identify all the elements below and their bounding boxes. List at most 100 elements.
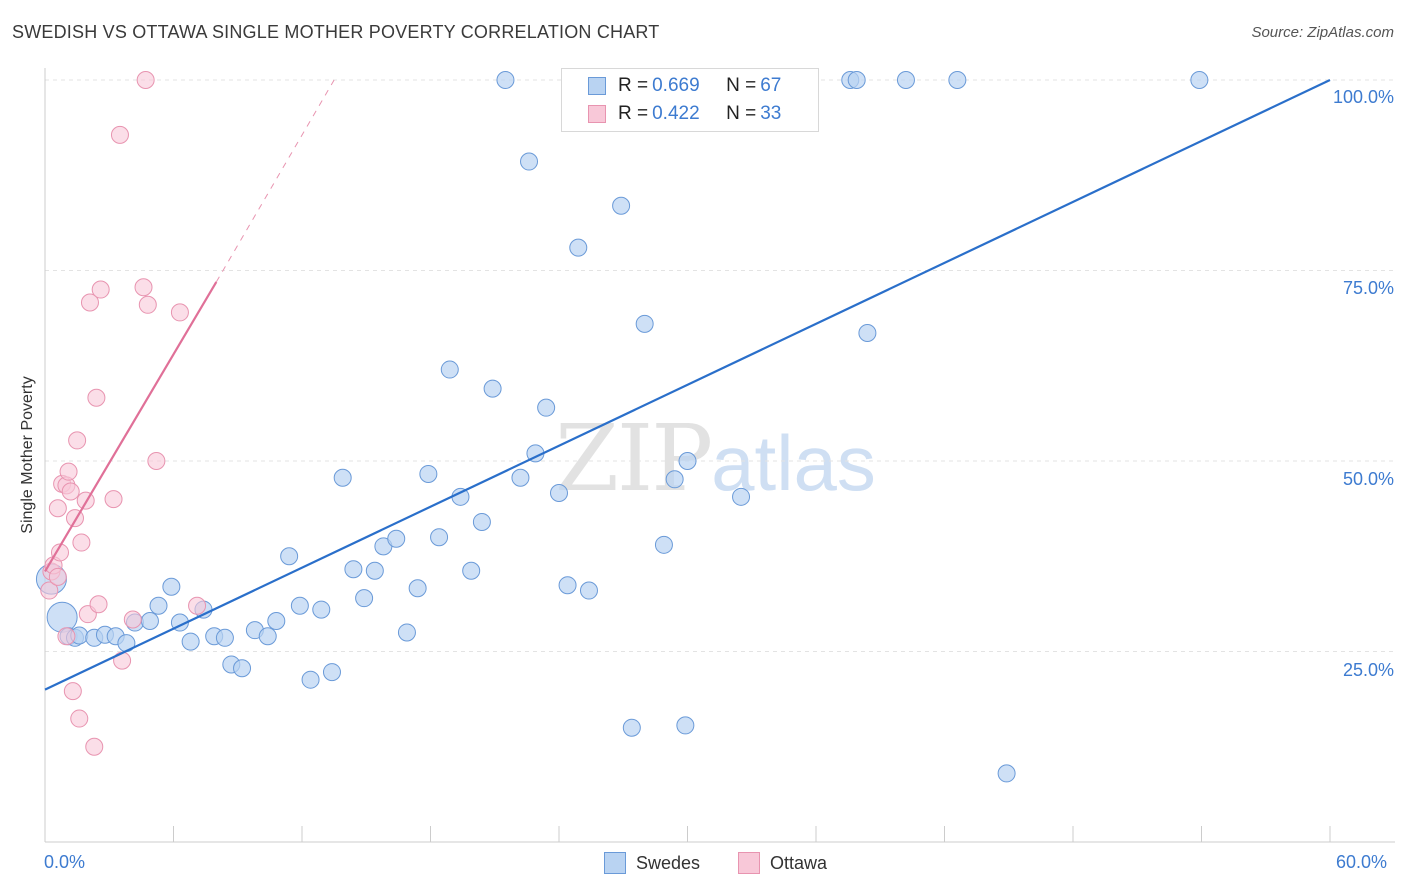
ottawa-point: [110, 125, 129, 144]
ottawa-point: [48, 567, 67, 586]
ottawa-r-label: R =: [618, 103, 649, 124]
swedes-point: [622, 718, 641, 737]
swedes-point: [550, 484, 568, 503]
legend-swedes-label: Swedes: [636, 852, 701, 873]
ottawa-point: [85, 737, 104, 756]
swedes-point: [387, 529, 406, 548]
legend-swedes-swatch: [604, 852, 626, 874]
swedes-point: [140, 612, 159, 631]
legend-row-ottawa: R = 0.422 N = 33: [588, 101, 781, 127]
swedes-point: [333, 468, 352, 487]
ottawa-r-value: 0.422: [652, 103, 700, 124]
swedes-point: [258, 627, 277, 646]
legend-ottawa-label: Ottawa: [770, 852, 828, 873]
swedes-point: [612, 196, 631, 215]
ottawa-trendline: [44, 281, 218, 573]
swedes-point: [732, 487, 751, 506]
ottawa-point: [136, 71, 155, 89]
swedes-point: [997, 764, 1016, 783]
ottawa-point: [134, 278, 153, 297]
ottawa-point: [50, 543, 69, 562]
swedes-point: [496, 71, 515, 89]
swedes-point: [511, 468, 530, 487]
ottawa-point: [138, 295, 157, 314]
swedes-n-value: 67: [760, 75, 782, 96]
chart-title: SWEDISH VS OTTAWA SINGLE MOTHER POVERTY …: [12, 22, 660, 42]
swedes-n-label: N =: [726, 75, 757, 96]
swedes-point: [665, 470, 684, 489]
swedes-point: [676, 716, 695, 735]
swedes-point: [440, 360, 459, 379]
swedes-point: [162, 577, 181, 596]
swedes-point: [635, 314, 654, 333]
ottawa-point: [61, 482, 80, 501]
swedes-point: [233, 659, 252, 678]
swedes-point: [312, 600, 331, 619]
swedes-point: [678, 452, 697, 470]
y-tick-100: 100.0%: [1332, 87, 1394, 107]
swedes-point: [430, 528, 449, 547]
swedes-point: [344, 560, 363, 579]
ottawa-point: [59, 462, 78, 481]
legend-item-ottawa[interactable]: Ottawa: [738, 852, 827, 874]
y-tick-75: 75.0%: [1342, 278, 1394, 298]
swedes-point: [408, 579, 427, 598]
ottawa-point: [70, 709, 89, 728]
swedes-point: [355, 589, 374, 608]
swedes-point: [149, 596, 168, 615]
swedes-point: [654, 535, 673, 554]
ottawa-point: [68, 431, 87, 450]
swedes-point: [847, 71, 866, 89]
swedes-point: [569, 238, 588, 257]
swedes-point: [558, 576, 577, 595]
y-axis-label: Single Mother Poverty: [19, 376, 36, 534]
correlation-legend: R = 0.669 N = 67 R = 0.422 N = 33: [561, 68, 819, 132]
legend-ottawa-swatch: [738, 852, 760, 874]
swedes-point: [290, 596, 309, 615]
swedes-point: [397, 623, 416, 642]
ottawa-point: [91, 280, 110, 299]
swedes-point: [322, 663, 341, 682]
ottawa-point: [170, 303, 189, 322]
ottawa-point: [40, 581, 59, 600]
x-tick-max: 60.0%: [1336, 852, 1388, 872]
ottawa-point: [48, 499, 67, 518]
y-tick-25: 25.0%: [1342, 660, 1394, 680]
swedes-point: [215, 628, 234, 647]
ottawa-point: [57, 627, 76, 646]
ottawa-point: [63, 682, 82, 701]
swedes-point: [267, 612, 286, 631]
swedes-r-label: R =: [618, 75, 649, 96]
ottawa-point: [80, 293, 99, 312]
x-tick-min: 0.0%: [44, 852, 86, 872]
swedes-trendline: [44, 79, 1331, 691]
ottawa-point: [147, 452, 166, 470]
ottawa-point: [188, 596, 207, 615]
swedes-r-value: 0.669: [652, 75, 700, 96]
swedes-point: [280, 547, 299, 566]
swedes-point: [948, 71, 967, 89]
swedes-point: [579, 581, 598, 600]
ottawa-n-value: 33: [760, 103, 782, 124]
swedes-point: [301, 670, 320, 689]
ottawa-trendline-extension: [215, 79, 335, 283]
swedes-point: [520, 152, 539, 171]
legend-item-swedes[interactable]: Swedes: [604, 852, 700, 874]
ottawa-point: [104, 490, 123, 509]
ottawa-point: [123, 610, 142, 629]
ottawa-point: [89, 595, 108, 614]
swedes-point: [483, 379, 502, 398]
source-label: Source: ZipAtlas.com: [1251, 24, 1394, 41]
swedes-point: [896, 71, 915, 89]
swedes-point: [472, 512, 491, 531]
y-tick-50: 50.0%: [1342, 469, 1394, 489]
ottawa-n-label: N =: [726, 103, 757, 124]
swedes-point: [181, 632, 200, 651]
swedes-point: [46, 601, 78, 633]
legend-row-swedes: R = 0.669 N = 67: [588, 73, 781, 99]
ottawa-point: [72, 533, 91, 552]
swedes-point: [537, 398, 556, 417]
swedes-point: [462, 561, 481, 580]
watermark: ZIPatlas: [555, 405, 876, 512]
